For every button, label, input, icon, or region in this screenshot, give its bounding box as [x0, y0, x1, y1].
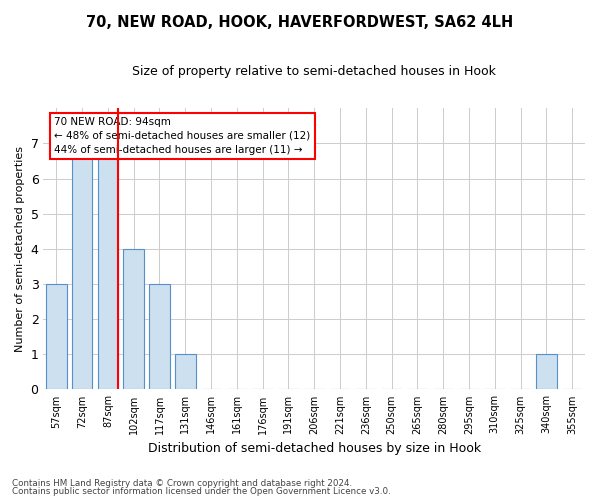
- Bar: [536, 354, 557, 390]
- Bar: [124, 249, 144, 390]
- Text: Contains HM Land Registry data © Crown copyright and database right 2024.: Contains HM Land Registry data © Crown c…: [12, 478, 352, 488]
- Title: Size of property relative to semi-detached houses in Hook: Size of property relative to semi-detach…: [132, 65, 496, 78]
- Y-axis label: Number of semi-detached properties: Number of semi-detached properties: [15, 146, 25, 352]
- Bar: [72, 144, 92, 390]
- Bar: [175, 354, 196, 390]
- Text: 70, NEW ROAD, HOOK, HAVERFORDWEST, SA62 4LH: 70, NEW ROAD, HOOK, HAVERFORDWEST, SA62 …: [86, 15, 514, 30]
- Bar: [98, 144, 118, 390]
- Text: 70 NEW ROAD: 94sqm
← 48% of semi-detached houses are smaller (12)
44% of semi-de: 70 NEW ROAD: 94sqm ← 48% of semi-detache…: [54, 117, 310, 155]
- Bar: [149, 284, 170, 390]
- X-axis label: Distribution of semi-detached houses by size in Hook: Distribution of semi-detached houses by …: [148, 442, 481, 455]
- Bar: [46, 284, 67, 390]
- Text: Contains public sector information licensed under the Open Government Licence v3: Contains public sector information licen…: [12, 488, 391, 496]
